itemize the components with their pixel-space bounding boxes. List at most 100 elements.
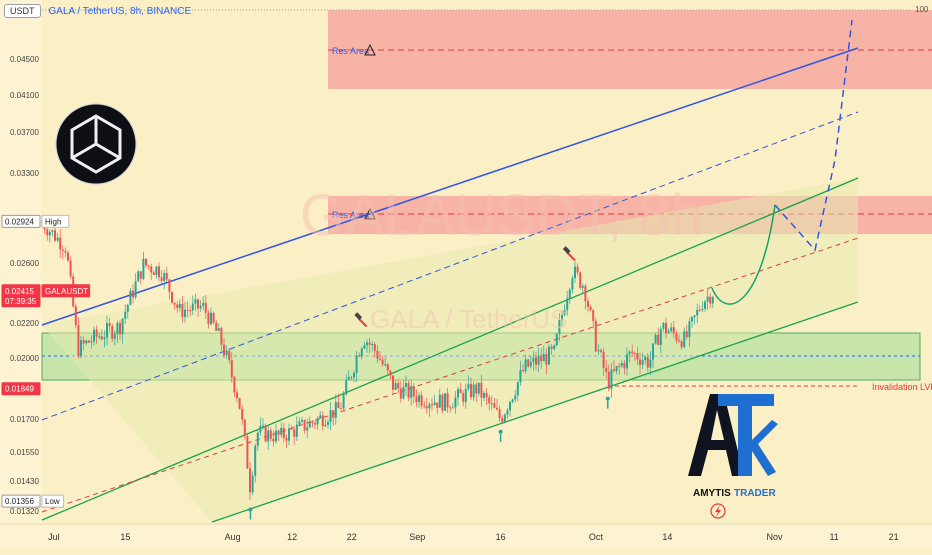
candle[interactable]	[566, 291, 569, 316]
candle[interactable]	[410, 379, 413, 406]
candle[interactable]	[685, 324, 688, 340]
candle[interactable]	[342, 390, 345, 412]
candle[interactable]	[641, 352, 644, 370]
candle[interactable]	[85, 339, 88, 346]
candle[interactable]	[80, 335, 82, 359]
invalid-price-badge[interactable]: 0.01849	[1, 382, 41, 396]
candle[interactable]	[711, 295, 714, 308]
candle[interactable]	[407, 380, 410, 402]
candle[interactable]	[147, 264, 150, 270]
candle[interactable]	[563, 303, 566, 317]
candle[interactable]	[389, 369, 392, 380]
candle[interactable]	[594, 317, 597, 353]
candle[interactable]	[87, 339, 90, 344]
candle[interactable]	[220, 326, 223, 351]
candle[interactable]	[124, 304, 127, 324]
candle[interactable]	[488, 394, 491, 411]
candle[interactable]	[436, 402, 439, 415]
candle[interactable]	[290, 424, 293, 431]
candle[interactable]	[433, 394, 436, 406]
candle[interactable]	[295, 416, 298, 441]
candle[interactable]	[431, 397, 433, 411]
candle[interactable]	[542, 345, 545, 362]
candle[interactable]	[605, 359, 608, 379]
candle[interactable]	[301, 416, 303, 424]
candle[interactable]	[366, 339, 368, 353]
candle[interactable]	[496, 398, 498, 411]
candle[interactable]	[249, 461, 251, 501]
candle[interactable]	[111, 323, 114, 342]
candle[interactable]	[236, 388, 238, 403]
candle[interactable]	[561, 310, 563, 327]
candle[interactable]	[597, 344, 600, 356]
candle[interactable]	[472, 381, 475, 401]
candle[interactable]	[600, 348, 602, 354]
candle[interactable]	[186, 301, 189, 318]
candle[interactable]	[628, 350, 631, 363]
candle[interactable]	[579, 271, 582, 290]
candle[interactable]	[412, 382, 415, 404]
candle[interactable]	[347, 370, 350, 381]
candle[interactable]	[262, 418, 264, 430]
candle[interactable]	[667, 328, 670, 334]
candle[interactable]	[82, 336, 85, 351]
candle[interactable]	[680, 339, 683, 350]
candle[interactable]	[620, 360, 623, 368]
candle[interactable]	[576, 263, 579, 276]
candle[interactable]	[150, 263, 153, 280]
candle[interactable]	[106, 315, 108, 346]
candle[interactable]	[337, 393, 340, 409]
mid-channel-line[interactable]	[41, 177, 859, 521]
candle[interactable]	[691, 315, 693, 328]
candle[interactable]	[233, 375, 236, 397]
candle[interactable]	[506, 408, 509, 419]
candle[interactable]	[327, 419, 329, 429]
candle[interactable]	[139, 271, 142, 284]
candle[interactable]	[420, 391, 423, 409]
candle[interactable]	[277, 429, 280, 442]
candle[interactable]	[701, 301, 704, 312]
candle[interactable]	[592, 309, 595, 329]
candle[interactable]	[438, 388, 441, 408]
candle[interactable]	[197, 298, 199, 317]
candle[interactable]	[51, 229, 54, 237]
candle[interactable]	[519, 360, 522, 386]
candle[interactable]	[555, 332, 558, 347]
candle[interactable]	[108, 317, 111, 332]
candle[interactable]	[441, 393, 444, 414]
currency-badge[interactable]: USDT	[4, 4, 41, 18]
candle[interactable]	[267, 425, 270, 450]
candle[interactable]	[670, 322, 673, 334]
candle[interactable]	[537, 347, 540, 372]
candle[interactable]	[704, 299, 706, 312]
candle[interactable]	[509, 400, 511, 417]
time-scale[interactable]	[0, 524, 932, 550]
candle[interactable]	[285, 434, 288, 448]
candle[interactable]	[171, 291, 173, 305]
candle[interactable]	[199, 300, 202, 312]
candle[interactable]	[353, 370, 355, 382]
candle[interactable]	[693, 314, 696, 325]
candle[interactable]	[501, 415, 504, 425]
candle[interactable]	[282, 422, 285, 443]
candle[interactable]	[672, 321, 675, 339]
candle[interactable]	[59, 229, 62, 258]
candle[interactable]	[204, 295, 207, 319]
candle[interactable]	[568, 287, 571, 304]
candle[interactable]	[345, 374, 348, 396]
candle[interactable]	[121, 318, 124, 344]
candle[interactable]	[329, 401, 332, 431]
candle[interactable]	[415, 389, 418, 408]
candle[interactable]	[633, 351, 636, 361]
candle[interactable]	[675, 330, 678, 344]
candle[interactable]	[558, 313, 561, 342]
candle[interactable]	[288, 423, 290, 446]
candle[interactable]	[394, 380, 397, 391]
candle[interactable]	[126, 303, 129, 319]
candle[interactable]	[548, 344, 550, 365]
candle[interactable]	[524, 354, 527, 374]
candle[interactable]	[483, 391, 485, 402]
candle[interactable]	[644, 355, 647, 365]
candle[interactable]	[589, 304, 592, 312]
candle[interactable]	[626, 347, 628, 376]
